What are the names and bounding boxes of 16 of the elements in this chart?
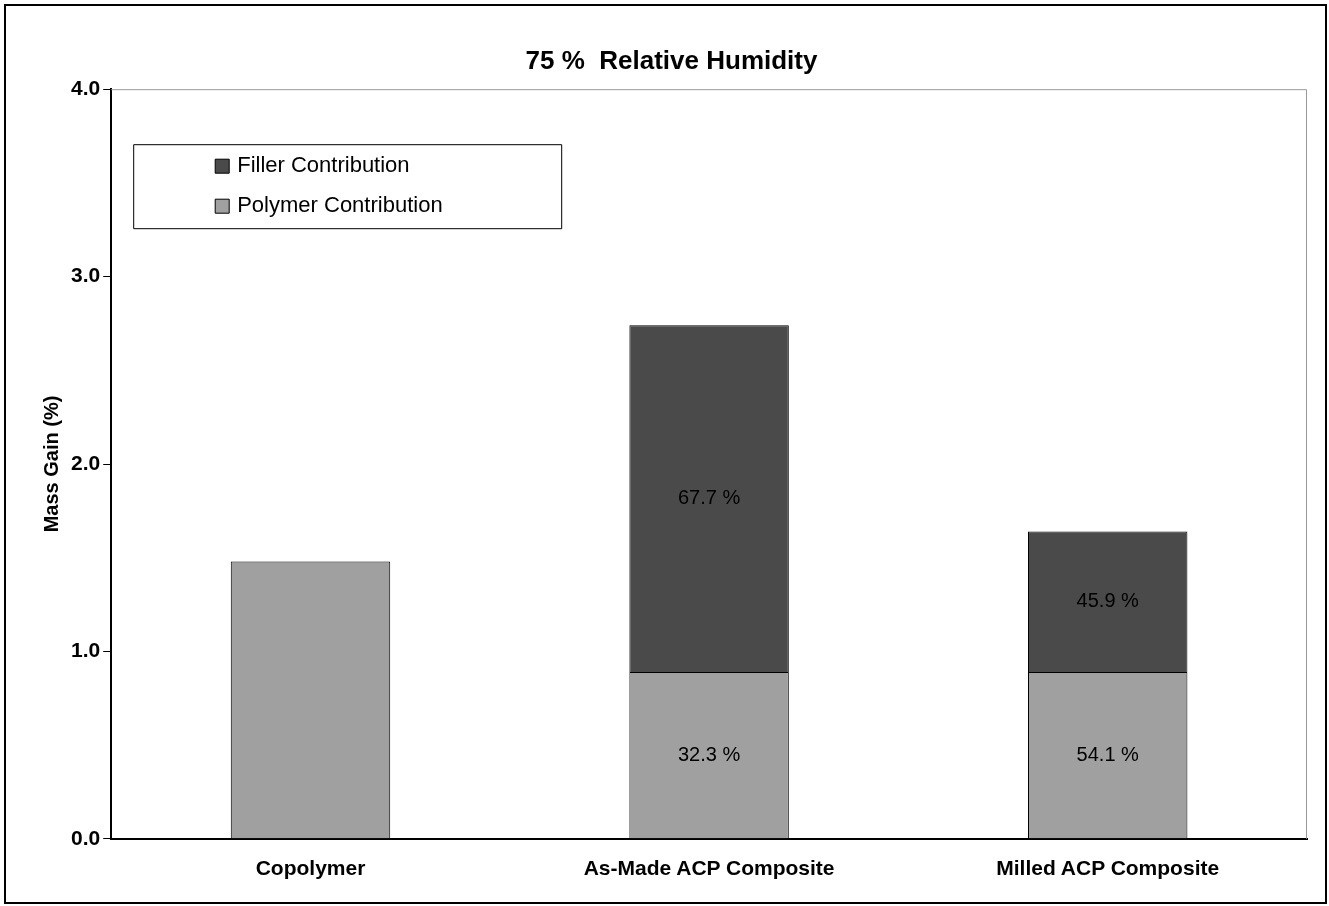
x-tick-label: Milled ACP Composite bbox=[996, 856, 1220, 880]
y-tick-label: 1.0 bbox=[70, 638, 101, 662]
y-tick-label: 4.0 bbox=[70, 76, 101, 99]
x-tick-label: Copolymer bbox=[255, 856, 366, 880]
annotation: 54.1 % bbox=[1076, 742, 1140, 765]
y-tick-label: 0.0 bbox=[70, 825, 101, 849]
legend-label: Filler Contribution bbox=[237, 152, 410, 178]
annotation: 45.9 % bbox=[1076, 589, 1140, 612]
annotation: 32.3 % bbox=[677, 742, 741, 765]
legend-label: Polymer Contribution bbox=[237, 192, 443, 218]
y-axis-title: Mass Gain (%) bbox=[39, 395, 62, 533]
y-tick-label: 3.0 bbox=[70, 263, 101, 287]
chart-title: 75 % Relative Humidity bbox=[525, 44, 818, 75]
annotation: 67.7 % bbox=[677, 486, 741, 509]
x-tick-label: As-Made ACP Composite bbox=[583, 856, 835, 880]
y-tick-label: 2.0 bbox=[70, 450, 101, 474]
